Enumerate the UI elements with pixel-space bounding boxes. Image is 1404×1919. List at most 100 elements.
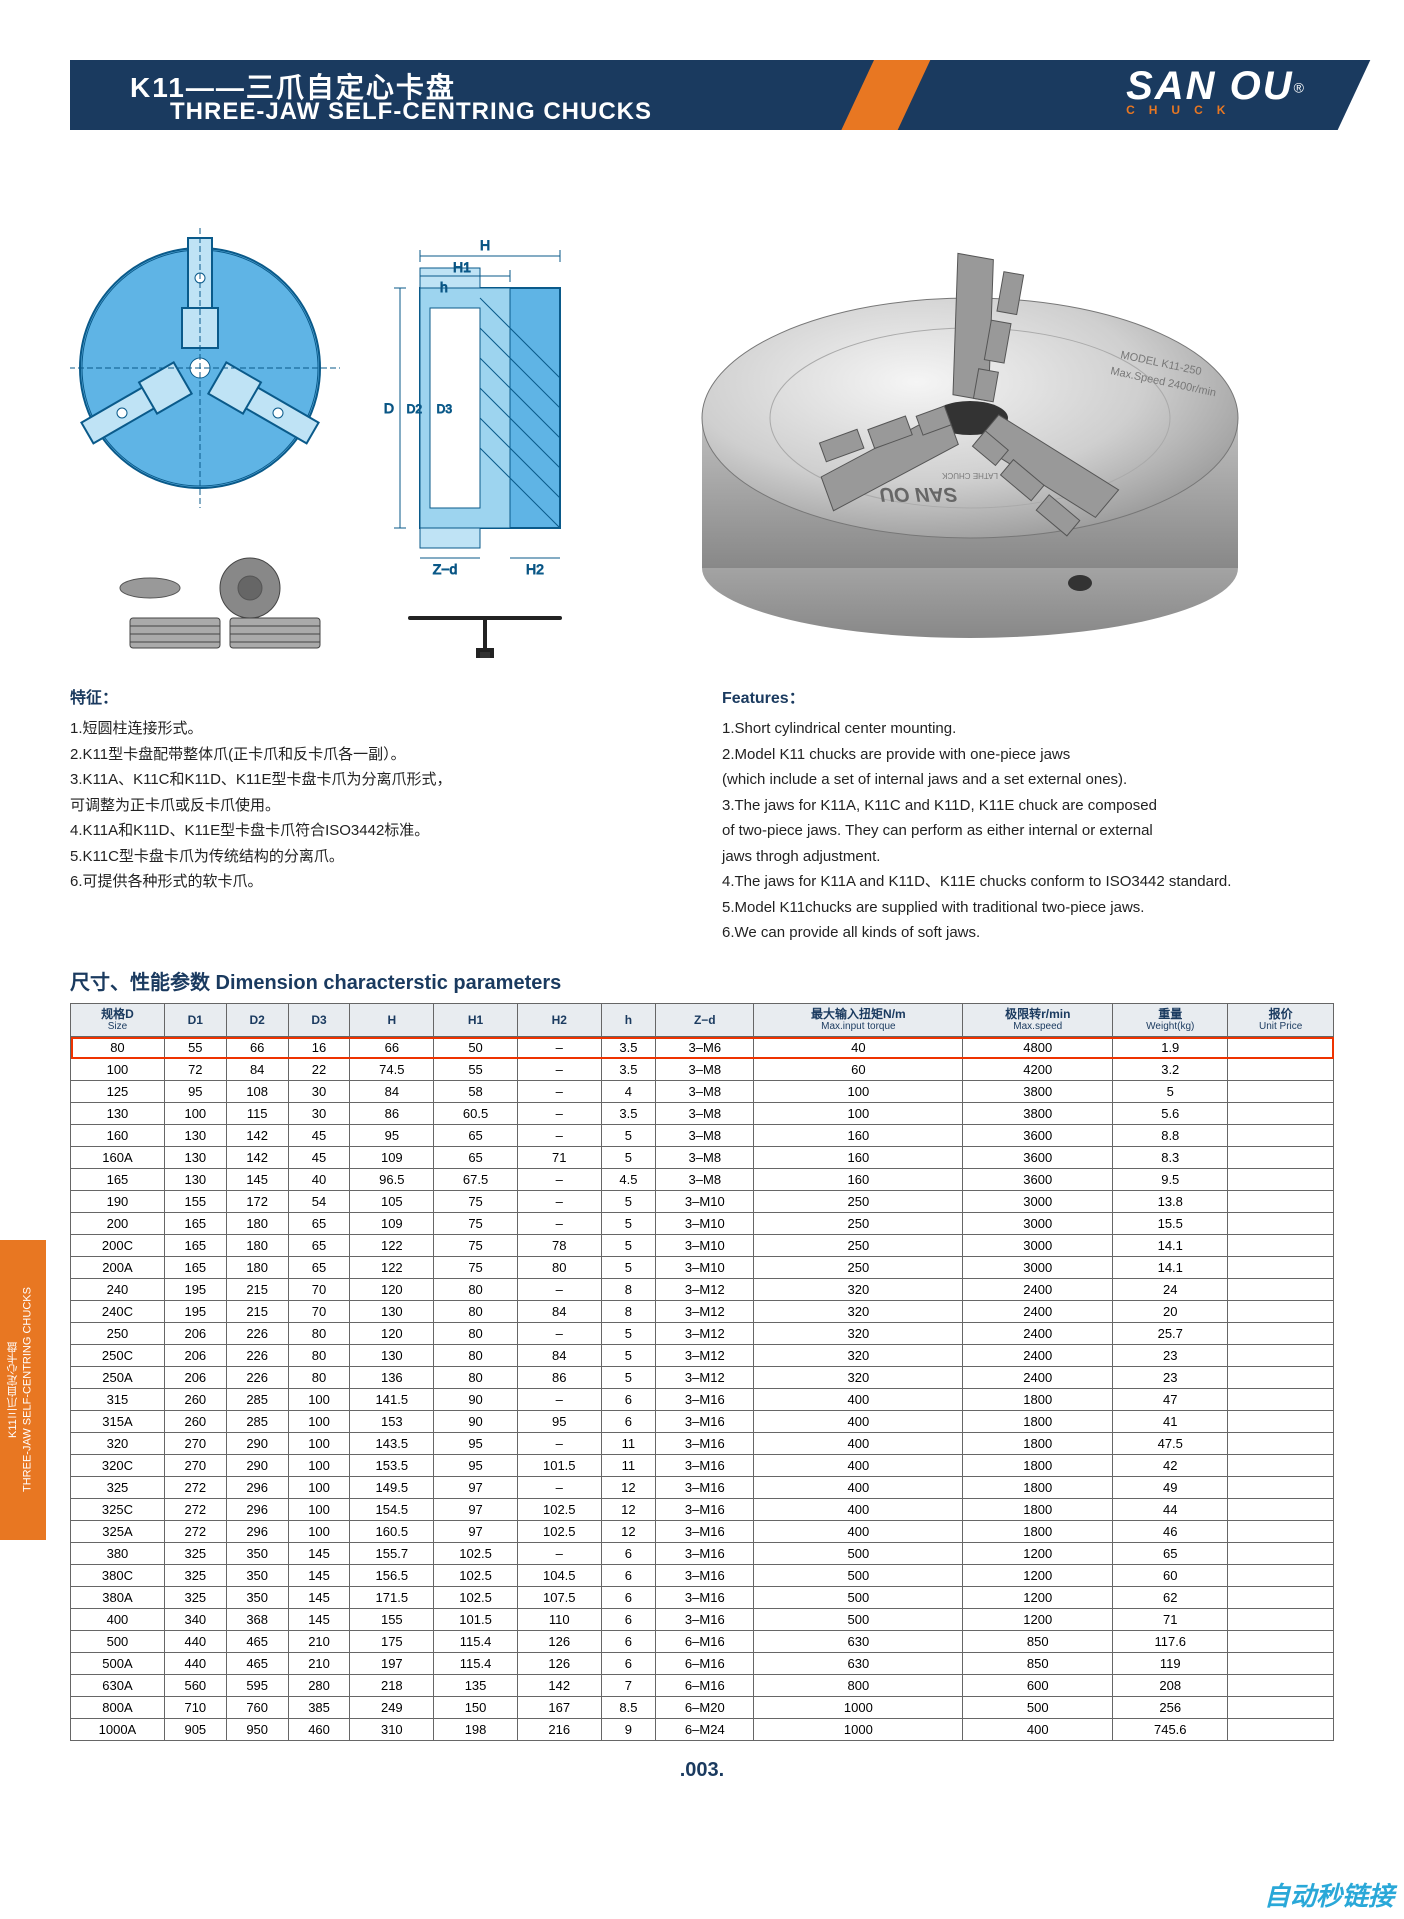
- cell: 75: [434, 1235, 518, 1257]
- cell: 5: [601, 1213, 656, 1235]
- cell: 80: [434, 1301, 518, 1323]
- cell: 850: [963, 1653, 1113, 1675]
- cell: [1228, 1565, 1334, 1587]
- cell: 13.8: [1113, 1191, 1228, 1213]
- cell: 320: [754, 1323, 963, 1345]
- col-header: D1: [164, 1003, 226, 1036]
- cell: 325: [164, 1587, 226, 1609]
- spec-header-row: 规格DSizeD1D2D3HH1H2hZ−d最大输入扭矩N/mMax.input…: [71, 1003, 1334, 1036]
- cell: 50: [434, 1037, 518, 1059]
- cell: 218: [350, 1675, 434, 1697]
- cell: 5: [601, 1235, 656, 1257]
- cell: 6: [601, 1653, 656, 1675]
- cell: 3–M10: [656, 1191, 754, 1213]
- cell: 155: [164, 1191, 226, 1213]
- cell: 3–M8: [656, 1059, 754, 1081]
- cell: [1228, 1389, 1334, 1411]
- cell: [1228, 1037, 1334, 1059]
- cell: 78: [517, 1235, 601, 1257]
- cell: 4: [601, 1081, 656, 1103]
- cell: 325C: [71, 1499, 165, 1521]
- col-header: H2: [517, 1003, 601, 1036]
- cell: 1000A: [71, 1719, 165, 1741]
- cell: 80: [288, 1323, 350, 1345]
- cell: 325A: [71, 1521, 165, 1543]
- cell: 130: [350, 1301, 434, 1323]
- cell: 1800: [963, 1455, 1113, 1477]
- cell: 6: [601, 1609, 656, 1631]
- col-header: 规格DSize: [71, 1003, 165, 1036]
- cell: 100: [288, 1433, 350, 1455]
- cell: 198: [434, 1719, 518, 1741]
- cell: 65: [288, 1257, 350, 1279]
- table-row: 160130142459565–53–M816036008.8: [71, 1125, 1334, 1147]
- cell: 250: [754, 1235, 963, 1257]
- cell: [1228, 1235, 1334, 1257]
- cell: 500: [754, 1587, 963, 1609]
- cell: 4800: [963, 1037, 1113, 1059]
- cell: 3000: [963, 1191, 1113, 1213]
- col-header: H: [350, 1003, 434, 1036]
- cell: 6: [601, 1565, 656, 1587]
- cell: [1228, 1653, 1334, 1675]
- cell: 16: [288, 1037, 350, 1059]
- table-row: 400340368145155101.511063–M16500120071: [71, 1609, 1334, 1631]
- cell: 3–M12: [656, 1301, 754, 1323]
- cell: 14.1: [1113, 1257, 1228, 1279]
- cell: 745.6: [1113, 1719, 1228, 1741]
- table-row: 1901551725410575–53–M10250300013.8: [71, 1191, 1334, 1213]
- cell: 3–M8: [656, 1081, 754, 1103]
- cell: 630A: [71, 1675, 165, 1697]
- cell: 6: [601, 1631, 656, 1653]
- cell: 130: [164, 1169, 226, 1191]
- cell: 325: [164, 1565, 226, 1587]
- cell: 350: [226, 1565, 288, 1587]
- cell: 440: [164, 1631, 226, 1653]
- cell: [1228, 1169, 1334, 1191]
- cell: 400: [754, 1411, 963, 1433]
- cell: 465: [226, 1653, 288, 1675]
- sidebar-en: THREE-JAW SELF-CENTRING CHUCKS: [21, 1288, 33, 1493]
- cell: 165: [164, 1257, 226, 1279]
- table-row: 200A16518065122758053–M10250300014.1: [71, 1257, 1334, 1279]
- cell: 160: [754, 1147, 963, 1169]
- col-header: 最大输入扭矩N/mMax.input torque: [754, 1003, 963, 1036]
- table-row: 10072842274.555–3.53–M86042003.2: [71, 1059, 1334, 1081]
- cell: 905: [164, 1719, 226, 1741]
- cell: 115.4: [434, 1653, 518, 1675]
- cell: 206: [164, 1367, 226, 1389]
- cell: 5: [601, 1323, 656, 1345]
- cell: 86: [350, 1103, 434, 1125]
- cell: 65: [434, 1125, 518, 1147]
- cell: 6: [601, 1389, 656, 1411]
- cell: 115.4: [434, 1631, 518, 1653]
- brand-engraving: SAN OU: [877, 483, 959, 505]
- cell: 368: [226, 1609, 288, 1631]
- cell: 5: [601, 1345, 656, 1367]
- cell: 3600: [963, 1147, 1113, 1169]
- cell: 240: [71, 1279, 165, 1301]
- cell: 3.5: [601, 1103, 656, 1125]
- cell: 58: [434, 1081, 518, 1103]
- cell: 200C: [71, 1235, 165, 1257]
- cell: 3–M10: [656, 1213, 754, 1235]
- cell: 3–M16: [656, 1587, 754, 1609]
- cell: 8: [601, 1279, 656, 1301]
- cell: 122: [350, 1257, 434, 1279]
- cell: 65: [288, 1235, 350, 1257]
- cell: 400: [754, 1499, 963, 1521]
- cell: 2400: [963, 1345, 1113, 1367]
- table-row: 250C20622680130808453–M12320240023: [71, 1345, 1334, 1367]
- cell: –: [517, 1169, 601, 1191]
- cell: 200: [71, 1213, 165, 1235]
- cell: 3–M10: [656, 1235, 754, 1257]
- feature-item: 6.We can provide all kinds of soft jaws.: [722, 920, 1334, 946]
- cell: 3–M6: [656, 1037, 754, 1059]
- cell: 80: [288, 1367, 350, 1389]
- cell: 1200: [963, 1609, 1113, 1631]
- cell: 3–M16: [656, 1543, 754, 1565]
- cell: 2400: [963, 1367, 1113, 1389]
- dim-H2: H2: [526, 561, 544, 577]
- cell: 215: [226, 1279, 288, 1301]
- cell: 2400: [963, 1323, 1113, 1345]
